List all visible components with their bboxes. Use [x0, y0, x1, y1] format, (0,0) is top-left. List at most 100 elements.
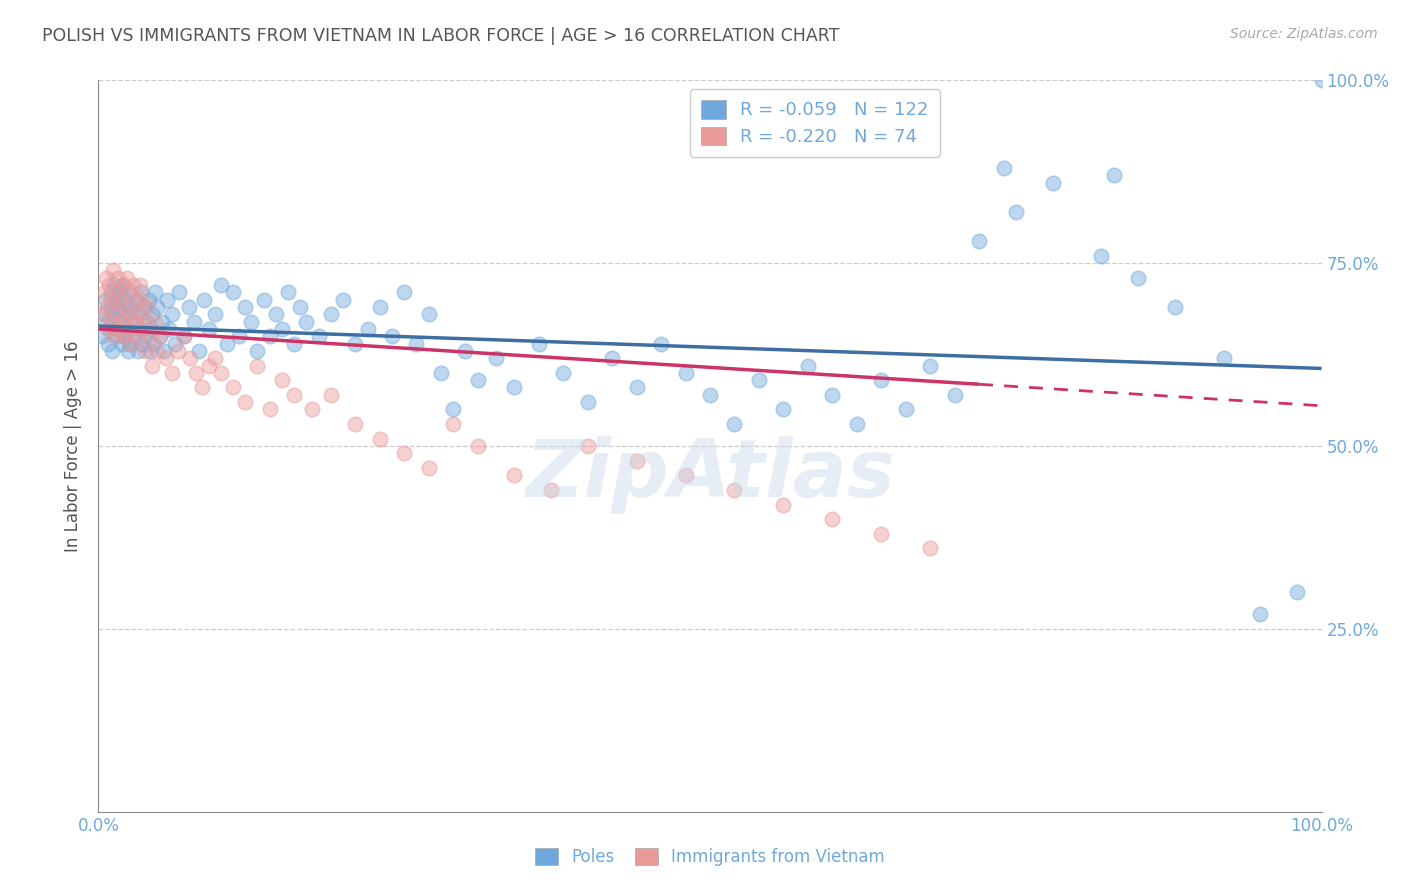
Point [283, 388, 305, 402]
Point [93, 307, 115, 321]
Point [209, 278, 232, 293]
Point [167, 343, 190, 358]
Point [308, 329, 330, 343]
Point [120, 307, 142, 321]
Point [127, 343, 149, 358]
Point [155, 351, 177, 366]
Point [259, 402, 281, 417]
Point [132, 300, 155, 314]
Point [418, 307, 440, 321]
Point [392, 285, 416, 300]
Point [146, 300, 169, 314]
Point [1102, 169, 1125, 183]
Point [576, 439, 599, 453]
Point [277, 285, 299, 300]
Point [134, 329, 156, 343]
Point [270, 322, 294, 336]
Point [675, 366, 697, 380]
Point [110, 285, 132, 300]
Point [160, 366, 183, 380]
Text: Source: ZipAtlas.com: Source: ZipAtlas.com [1230, 27, 1378, 41]
Point [100, 285, 122, 300]
Point [187, 343, 209, 358]
Point [111, 307, 134, 321]
Text: POLISH VS IMMIGRANTS FROM VIETNAM IN LABOR FORCE | AGE > 16 CORRELATION CHART: POLISH VS IMMIGRANTS FROM VIETNAM IN LAB… [42, 27, 839, 45]
Point [139, 329, 162, 343]
Point [252, 293, 274, 307]
Point [418, 461, 440, 475]
Point [467, 373, 489, 387]
Point [141, 307, 163, 321]
Point [131, 293, 153, 307]
Point [153, 343, 176, 358]
Point [101, 263, 124, 277]
Point [121, 329, 143, 343]
Point [107, 270, 129, 285]
Point [441, 417, 464, 431]
Point [134, 343, 156, 358]
Point [1090, 249, 1112, 263]
Point [101, 343, 124, 358]
Point [301, 402, 323, 417]
Point [204, 351, 226, 366]
Point [128, 322, 150, 336]
Point [295, 315, 318, 329]
Point [870, 373, 893, 387]
Point [146, 343, 169, 358]
Point [117, 343, 139, 358]
Point [138, 293, 160, 307]
Point [1128, 270, 1150, 285]
Point [454, 343, 477, 358]
Point [160, 307, 183, 321]
Point [173, 329, 195, 343]
Point [233, 300, 256, 314]
Point [215, 336, 238, 351]
Point [120, 336, 142, 351]
Point [222, 380, 245, 394]
Point [121, 278, 143, 293]
Point [93, 285, 115, 300]
Point [430, 366, 453, 380]
Point [821, 388, 844, 402]
Point [283, 336, 305, 351]
Point [699, 388, 721, 402]
Point [167, 285, 190, 300]
Point [319, 388, 342, 402]
Point [136, 300, 159, 314]
Point [115, 322, 138, 336]
Point [98, 322, 121, 336]
Point [1249, 607, 1271, 622]
Point [118, 307, 141, 321]
Point [723, 483, 745, 497]
Point [177, 300, 200, 314]
Point [723, 417, 745, 431]
Point [1004, 205, 1026, 219]
Point [600, 351, 623, 366]
Point [124, 315, 146, 329]
Point [117, 322, 139, 336]
Point [675, 468, 697, 483]
Point [576, 395, 599, 409]
Point [143, 285, 166, 300]
Point [540, 483, 562, 497]
Point [129, 278, 152, 293]
Point [943, 388, 966, 402]
Point [356, 322, 378, 336]
Point [150, 315, 173, 329]
Point [650, 336, 672, 351]
Point [141, 359, 163, 373]
Point [120, 336, 142, 351]
Point [101, 315, 124, 329]
Point [125, 293, 148, 307]
Point [191, 380, 214, 394]
Point [772, 402, 794, 417]
Point [246, 343, 269, 358]
Point [264, 307, 287, 321]
Point [111, 315, 134, 329]
Point [127, 329, 149, 343]
Point [233, 395, 256, 409]
Point [894, 402, 917, 417]
Point [97, 322, 120, 336]
Point [98, 278, 121, 293]
Point [128, 307, 150, 321]
